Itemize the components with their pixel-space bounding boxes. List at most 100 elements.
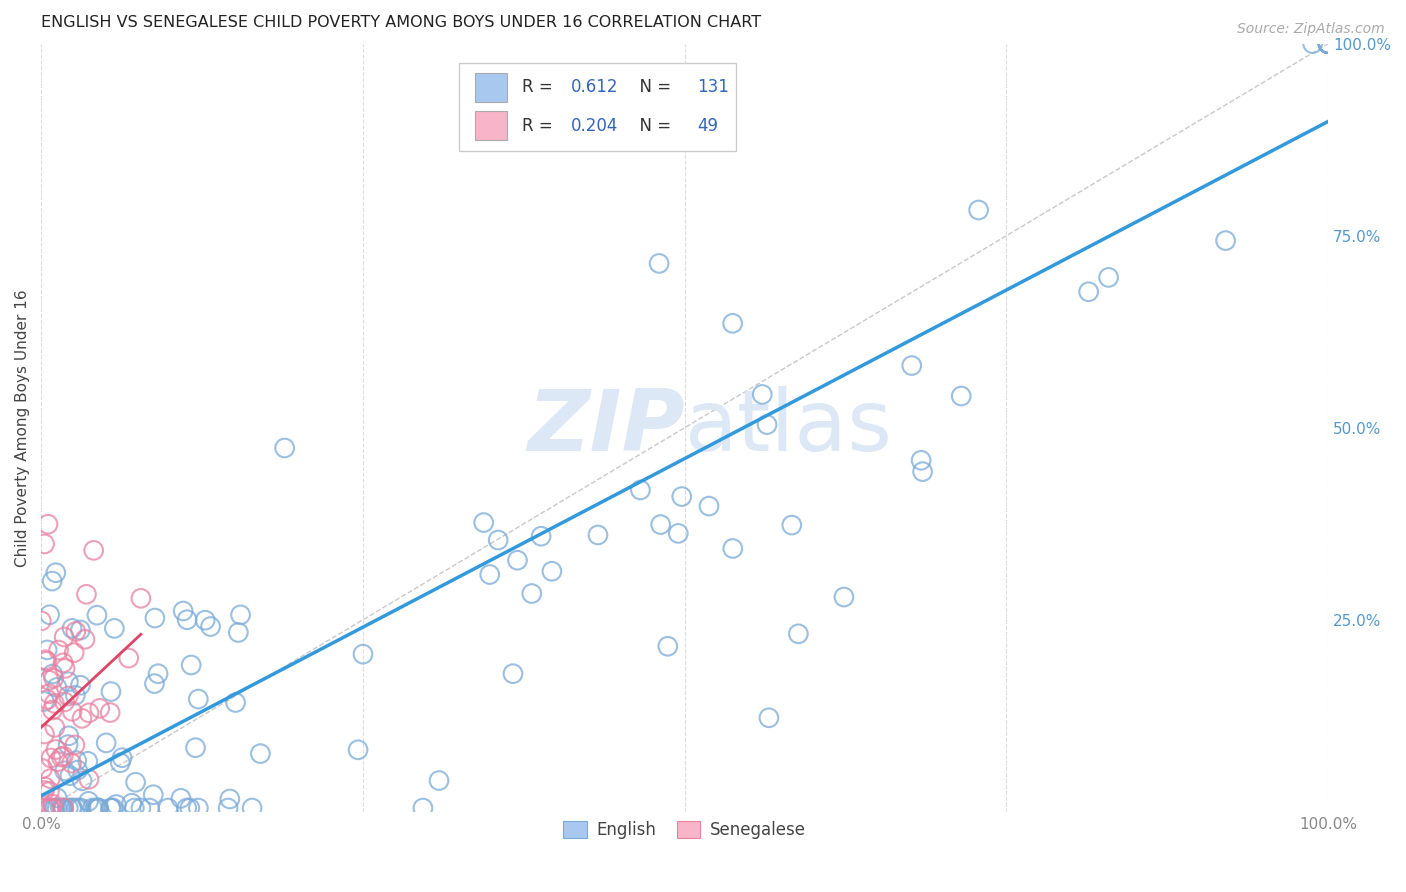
Text: N =: N = [630,78,676,96]
Text: 0.612: 0.612 [571,78,619,96]
Point [347,743,370,757]
Point [412,801,434,815]
Point [143,676,166,690]
Point [53,630,76,644]
Point [67,801,90,815]
Point [200,619,222,633]
Point [967,202,990,217]
Point [70,711,93,725]
Point [630,483,652,497]
Point [34,537,56,551]
Point [53,695,76,709]
Point [60,756,83,770]
Point [100,801,122,815]
Point [58,729,80,743]
Point [129,591,152,606]
Point [58,689,80,703]
Point [787,627,810,641]
Point [87,801,110,815]
Point [170,791,193,805]
Point [49,801,72,815]
Point [65,801,87,815]
Text: Source: ZipAtlas.com: Source: ZipAtlas.com [1237,22,1385,37]
Point [46,755,69,769]
Point [100,684,122,698]
Point [184,740,207,755]
Point [650,517,672,532]
Point [143,611,166,625]
Point [1317,37,1340,51]
Point [506,553,529,567]
Point [38,801,60,815]
Bar [475,112,508,140]
Point [229,607,252,622]
Point [44,696,66,710]
Point [172,604,194,618]
Point [187,801,209,815]
Point [486,533,509,547]
Point [758,711,780,725]
Point [142,788,165,802]
Point [100,801,122,815]
Point [48,643,70,657]
Point [657,640,679,654]
Point [69,623,91,637]
Point [53,764,76,778]
Point [46,681,69,695]
Point [60,621,83,635]
Text: R =: R = [523,78,558,96]
Text: atlas: atlas [685,386,893,469]
Point [1215,234,1237,248]
Point [352,647,374,661]
Point [30,614,52,628]
Point [671,490,693,504]
Text: 0.204: 0.204 [571,117,619,135]
Point [249,747,271,761]
FancyBboxPatch shape [460,62,737,152]
Point [41,667,63,681]
Point [124,775,146,789]
Point [76,755,98,769]
Point [721,541,744,556]
Point [832,590,855,604]
Point [105,797,128,812]
Point [1317,37,1340,51]
Point [176,613,198,627]
Point [187,692,209,706]
Point [472,516,495,530]
Point [179,801,201,815]
Point [39,772,62,786]
Point [31,762,53,776]
Point [41,703,63,717]
Point [82,801,104,815]
Point [66,754,89,768]
Point [63,738,86,752]
Point [1317,37,1340,51]
Point [86,801,108,815]
Point [228,625,250,640]
Point [427,773,450,788]
Text: 49: 49 [697,117,718,135]
Point [84,801,107,815]
Point [751,387,773,401]
Point [1317,37,1340,51]
Point [42,671,65,685]
Point [94,736,117,750]
Y-axis label: Child Poverty Among Boys Under 16: Child Poverty Among Boys Under 16 [15,289,30,566]
Point [51,750,73,764]
Point [32,801,55,815]
Point [77,706,100,720]
Point [1317,37,1340,51]
Point [70,773,93,788]
Point [721,316,744,330]
Text: ZIP: ZIP [527,386,685,469]
Point [648,256,671,270]
Point [70,801,93,815]
Point [502,666,524,681]
Point [697,499,720,513]
Point [118,651,141,665]
Point [39,751,62,765]
Point [87,801,110,815]
Point [225,696,247,710]
Point [86,608,108,623]
